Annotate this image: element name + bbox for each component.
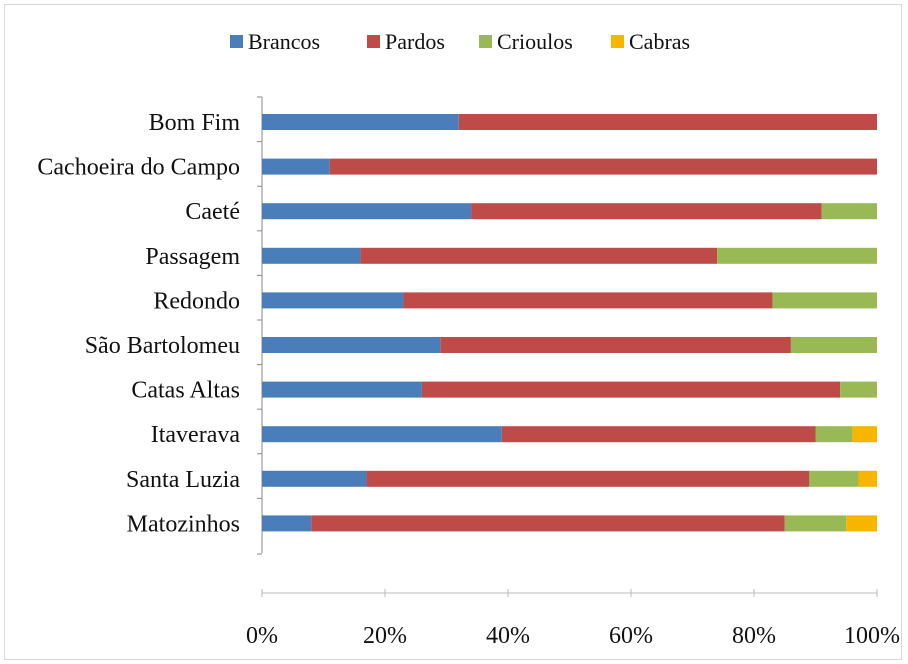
legend-label-cabras: Cabras [629,29,690,54]
bars [262,114,877,532]
bar-segment-pardos [403,292,773,309]
bar-segment-pardos [471,203,822,220]
x-tick-label: 60% [609,623,653,649]
bar-segment-brancos [262,515,312,532]
bar-segment-crioulos [815,426,853,443]
category-label: Passagem [145,244,240,270]
legend-swatch-cabras [611,35,624,48]
category-label: Cachoeira do Campo [37,155,240,181]
category-label: Itaverava [151,422,241,448]
legend-swatch-pardos [367,35,380,48]
category-label: São Bartolomeu [85,333,240,359]
bar-segment-cabras [852,426,877,443]
category-labels: Bom Fim Cachoeira do Campo Caeté Passagem Re… [37,110,240,537]
legend: Brancos Pardos Crioulos Cabras [230,29,690,54]
bar-segment-brancos [262,470,367,487]
category-label: Catas Altas [131,378,240,404]
bar-segment-pardos [366,470,810,487]
bar-segment-pardos [360,247,718,264]
bar-segment-brancos [262,158,330,175]
bar-segment-crioulos [809,470,859,487]
bar-segment-brancos [262,247,361,264]
bar-segment-brancos [262,292,404,309]
x-tick-label: 20% [363,623,407,649]
bar-segment-crioulos [790,337,877,353]
x-tick-label: 0% [246,623,278,649]
bar-segment-pardos [421,381,841,398]
bar-segment-crioulos [840,381,877,398]
bar-segment-pardos [501,426,816,443]
chart-frame [4,4,902,660]
bar-segment-crioulos [784,515,847,532]
category-label: Santa Luzia [126,467,240,493]
bar-segment-pardos [311,515,785,532]
category-label: Redondo [153,288,240,314]
bar-segment-brancos [262,203,472,220]
legend-swatch-crioulos [479,35,492,48]
x-tick-labels: 0% 20% 40% 60% 80% 100% [246,589,900,649]
legend-label-pardos: Pardos [385,29,445,54]
x-tick-label: 80% [732,623,776,649]
category-label: Caeté [185,199,240,225]
bar-segment-brancos [262,381,422,398]
bar-segment-crioulos [717,247,877,264]
bar-segment-brancos [262,337,441,353]
legend-label-crioulos: Crioulos [497,29,573,54]
x-tick-label: 100% [844,623,900,649]
bar-segment-cabras [858,470,877,487]
bar-segment-brancos [262,426,502,443]
bar-segment-pardos [458,114,877,130]
bar-segment-crioulos [821,203,877,220]
category-label: Matozinhos [127,511,240,537]
bar-segment-cabras [846,515,877,532]
category-label: Bom Fim [149,110,241,136]
bar-segment-brancos [262,114,459,130]
legend-label-brancos: Brancos [248,29,320,54]
bar-segment-pardos [329,158,877,175]
legend-swatch-brancos [230,35,243,48]
x-tick-label: 40% [486,623,530,649]
bar-segment-crioulos [772,292,877,309]
bar-segment-pardos [440,337,791,353]
